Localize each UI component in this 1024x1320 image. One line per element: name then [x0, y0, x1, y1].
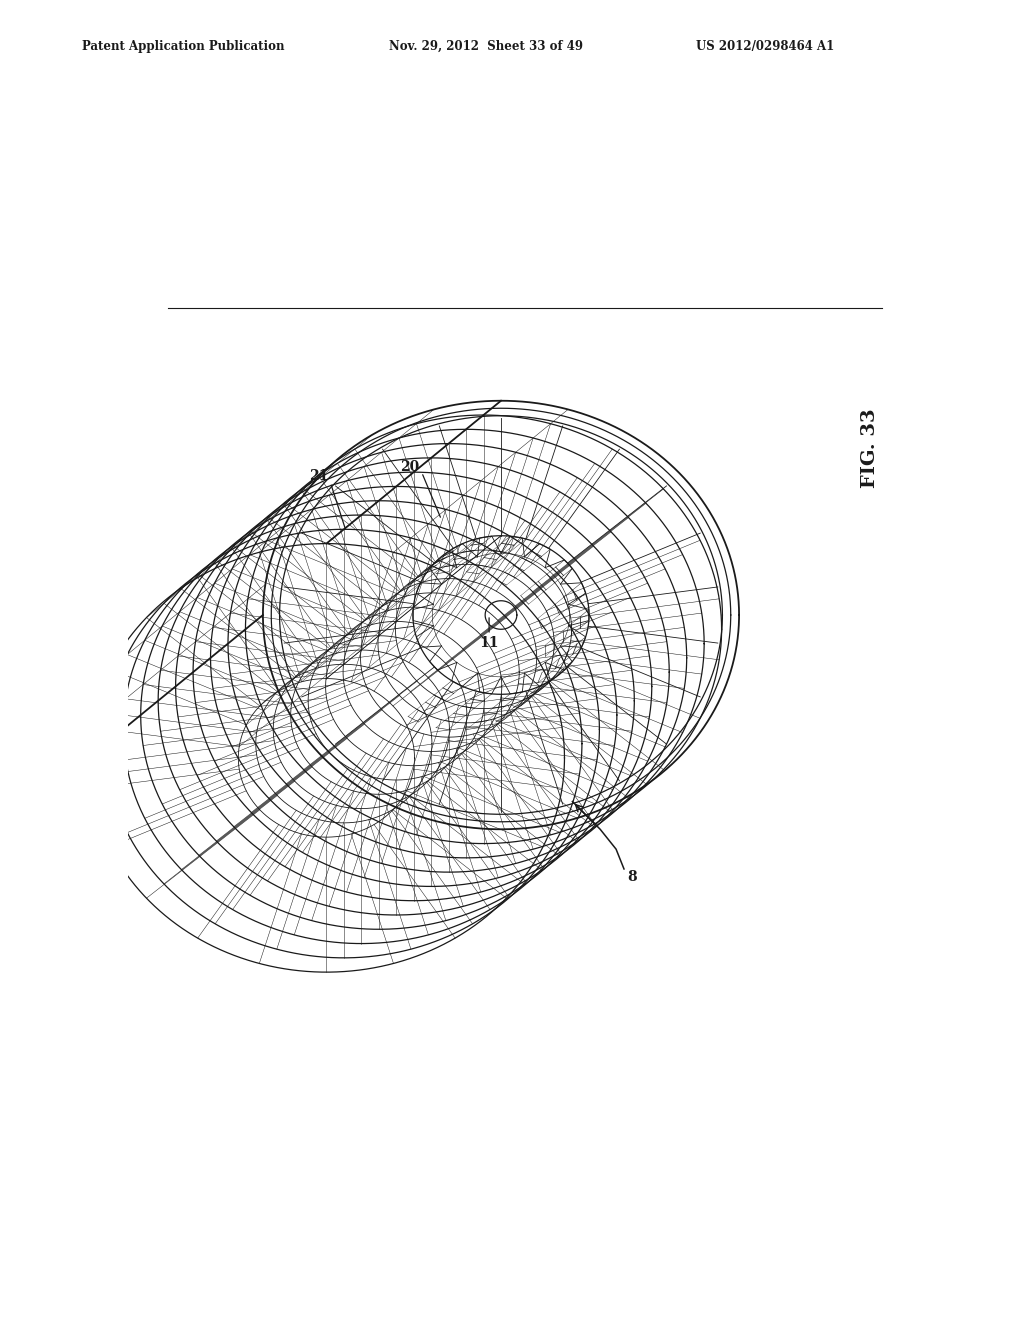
Text: Patent Application Publication: Patent Application Publication [82, 40, 285, 53]
Text: Nov. 29, 2012  Sheet 33 of 49: Nov. 29, 2012 Sheet 33 of 49 [389, 40, 583, 53]
Text: 11: 11 [479, 636, 499, 649]
Text: 21: 21 [309, 469, 328, 483]
Text: FIG. 33: FIG. 33 [861, 409, 879, 488]
Text: 8: 8 [627, 870, 637, 884]
Text: 20: 20 [400, 459, 420, 474]
Text: US 2012/0298464 A1: US 2012/0298464 A1 [696, 40, 835, 53]
